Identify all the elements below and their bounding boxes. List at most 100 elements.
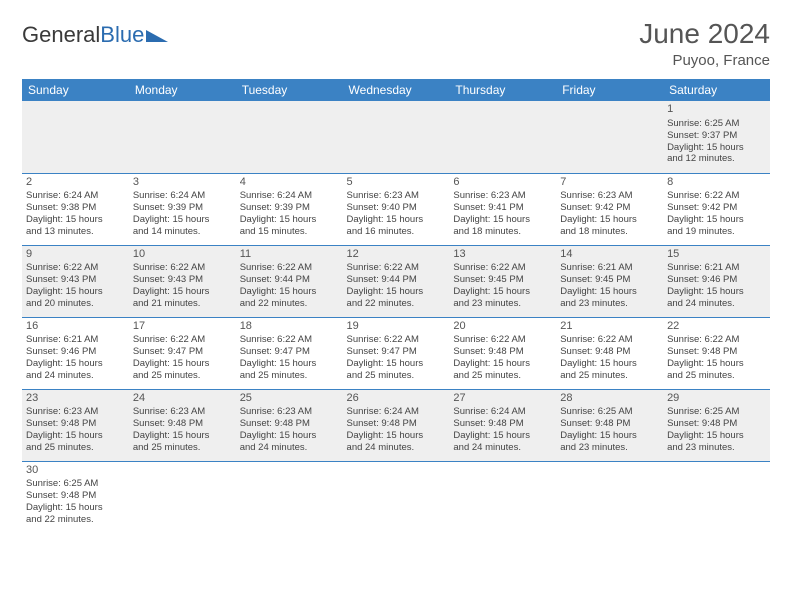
- calendar-day: 4Sunrise: 6:24 AMSunset: 9:39 PMDaylight…: [236, 173, 343, 245]
- sunrise-text: Sunrise: 6:24 AM: [453, 406, 552, 418]
- calendar-week: 23Sunrise: 6:23 AMSunset: 9:48 PMDayligh…: [22, 389, 770, 461]
- daylight-text: Daylight: 15 hours: [453, 214, 552, 226]
- daylight-text: Daylight: 15 hours: [560, 430, 659, 442]
- calendar-empty: [129, 461, 236, 533]
- daylight-text: and 24 minutes.: [347, 442, 446, 454]
- sunset-text: Sunset: 9:44 PM: [347, 274, 446, 286]
- sunset-text: Sunset: 9:46 PM: [26, 346, 125, 358]
- sunrise-text: Sunrise: 6:22 AM: [133, 262, 232, 274]
- day-number: 23: [26, 392, 125, 406]
- sunset-text: Sunset: 9:48 PM: [560, 418, 659, 430]
- day-number: 8: [667, 176, 766, 190]
- daylight-text: and 25 minutes.: [453, 370, 552, 382]
- calendar-day: 18Sunrise: 6:22 AMSunset: 9:47 PMDayligh…: [236, 317, 343, 389]
- day-number: 21: [560, 320, 659, 334]
- daylight-text: Daylight: 15 hours: [347, 358, 446, 370]
- day-number: 2: [26, 176, 125, 190]
- sunset-text: Sunset: 9:45 PM: [453, 274, 552, 286]
- daylight-text: Daylight: 15 hours: [560, 214, 659, 226]
- day-number: 10: [133, 248, 232, 262]
- daylight-text: and 24 minutes.: [667, 298, 766, 310]
- calendar-day: 6Sunrise: 6:23 AMSunset: 9:41 PMDaylight…: [449, 173, 556, 245]
- calendar-day: 30Sunrise: 6:25 AMSunset: 9:48 PMDayligh…: [22, 461, 129, 533]
- calendar-day: 20Sunrise: 6:22 AMSunset: 9:48 PMDayligh…: [449, 317, 556, 389]
- daylight-text: and 25 minutes.: [667, 370, 766, 382]
- day-number: 4: [240, 176, 339, 190]
- day-number: 1: [667, 103, 766, 117]
- day-number: 17: [133, 320, 232, 334]
- logo-text-1: General: [22, 22, 100, 48]
- sunset-text: Sunset: 9:48 PM: [26, 418, 125, 430]
- calendar-day: 12Sunrise: 6:22 AMSunset: 9:44 PMDayligh…: [343, 245, 450, 317]
- weekday-header: Monday: [129, 79, 236, 101]
- day-number: 19: [347, 320, 446, 334]
- calendar-day: 29Sunrise: 6:25 AMSunset: 9:48 PMDayligh…: [663, 389, 770, 461]
- daylight-text: Daylight: 15 hours: [667, 430, 766, 442]
- daylight-text: and 16 minutes.: [347, 226, 446, 238]
- day-number: 3: [133, 176, 232, 190]
- calendar-day: 5Sunrise: 6:23 AMSunset: 9:40 PMDaylight…: [343, 173, 450, 245]
- daylight-text: and 18 minutes.: [453, 226, 552, 238]
- calendar-day: 22Sunrise: 6:22 AMSunset: 9:48 PMDayligh…: [663, 317, 770, 389]
- daylight-text: and 25 minutes.: [560, 370, 659, 382]
- sunset-text: Sunset: 9:48 PM: [26, 490, 125, 502]
- sunrise-text: Sunrise: 6:22 AM: [240, 262, 339, 274]
- sunset-text: Sunset: 9:45 PM: [560, 274, 659, 286]
- calendar-week: 9Sunrise: 6:22 AMSunset: 9:43 PMDaylight…: [22, 245, 770, 317]
- daylight-text: and 25 minutes.: [133, 370, 232, 382]
- day-number: 15: [667, 248, 766, 262]
- sunset-text: Sunset: 9:48 PM: [453, 418, 552, 430]
- sunrise-text: Sunrise: 6:22 AM: [667, 190, 766, 202]
- sunrise-text: Sunrise: 6:23 AM: [133, 406, 232, 418]
- day-number: 18: [240, 320, 339, 334]
- daylight-text: and 25 minutes.: [26, 442, 125, 454]
- sunrise-text: Sunrise: 6:24 AM: [133, 190, 232, 202]
- daylight-text: Daylight: 15 hours: [26, 214, 125, 226]
- daylight-text: and 24 minutes.: [453, 442, 552, 454]
- sunrise-text: Sunrise: 6:22 AM: [26, 262, 125, 274]
- day-number: 9: [26, 248, 125, 262]
- sunset-text: Sunset: 9:47 PM: [347, 346, 446, 358]
- header: GeneralBlue June 2024 Puyoo, France: [22, 18, 770, 69]
- sunset-text: Sunset: 9:48 PM: [667, 346, 766, 358]
- sunset-text: Sunset: 9:42 PM: [560, 202, 659, 214]
- daylight-text: and 15 minutes.: [240, 226, 339, 238]
- calendar-table: SundayMondayTuesdayWednesdayThursdayFrid…: [22, 79, 770, 533]
- calendar-empty: [236, 101, 343, 173]
- daylight-text: and 22 minutes.: [26, 514, 125, 526]
- calendar-day: 25Sunrise: 6:23 AMSunset: 9:48 PMDayligh…: [236, 389, 343, 461]
- calendar-header-row: SundayMondayTuesdayWednesdayThursdayFrid…: [22, 79, 770, 101]
- daylight-text: and 13 minutes.: [26, 226, 125, 238]
- sunrise-text: Sunrise: 6:21 AM: [560, 262, 659, 274]
- daylight-text: and 12 minutes.: [667, 153, 766, 165]
- sunrise-text: Sunrise: 6:21 AM: [26, 334, 125, 346]
- daylight-text: Daylight: 15 hours: [26, 502, 125, 514]
- calendar-day: 21Sunrise: 6:22 AMSunset: 9:48 PMDayligh…: [556, 317, 663, 389]
- calendar-day: 9Sunrise: 6:22 AMSunset: 9:43 PMDaylight…: [22, 245, 129, 317]
- calendar-week: 1Sunrise: 6:25 AMSunset: 9:37 PMDaylight…: [22, 101, 770, 173]
- daylight-text: and 23 minutes.: [667, 442, 766, 454]
- calendar-week: 2Sunrise: 6:24 AMSunset: 9:38 PMDaylight…: [22, 173, 770, 245]
- calendar-day: 28Sunrise: 6:25 AMSunset: 9:48 PMDayligh…: [556, 389, 663, 461]
- sunrise-text: Sunrise: 6:23 AM: [560, 190, 659, 202]
- calendar-day: 8Sunrise: 6:22 AMSunset: 9:42 PMDaylight…: [663, 173, 770, 245]
- daylight-text: Daylight: 15 hours: [240, 214, 339, 226]
- sunrise-text: Sunrise: 6:25 AM: [667, 406, 766, 418]
- day-number: 25: [240, 392, 339, 406]
- calendar-empty: [343, 461, 450, 533]
- daylight-text: Daylight: 15 hours: [453, 358, 552, 370]
- sunrise-text: Sunrise: 6:23 AM: [240, 406, 339, 418]
- sunrise-text: Sunrise: 6:25 AM: [26, 478, 125, 490]
- sunset-text: Sunset: 9:39 PM: [240, 202, 339, 214]
- daylight-text: and 22 minutes.: [347, 298, 446, 310]
- daylight-text: Daylight: 15 hours: [560, 358, 659, 370]
- calendar-day: 26Sunrise: 6:24 AMSunset: 9:48 PMDayligh…: [343, 389, 450, 461]
- day-number: 24: [133, 392, 232, 406]
- calendar-day: 13Sunrise: 6:22 AMSunset: 9:45 PMDayligh…: [449, 245, 556, 317]
- daylight-text: and 23 minutes.: [560, 442, 659, 454]
- day-number: 11: [240, 248, 339, 262]
- daylight-text: Daylight: 15 hours: [667, 142, 766, 154]
- daylight-text: and 20 minutes.: [26, 298, 125, 310]
- weekday-header: Friday: [556, 79, 663, 101]
- calendar-day: 17Sunrise: 6:22 AMSunset: 9:47 PMDayligh…: [129, 317, 236, 389]
